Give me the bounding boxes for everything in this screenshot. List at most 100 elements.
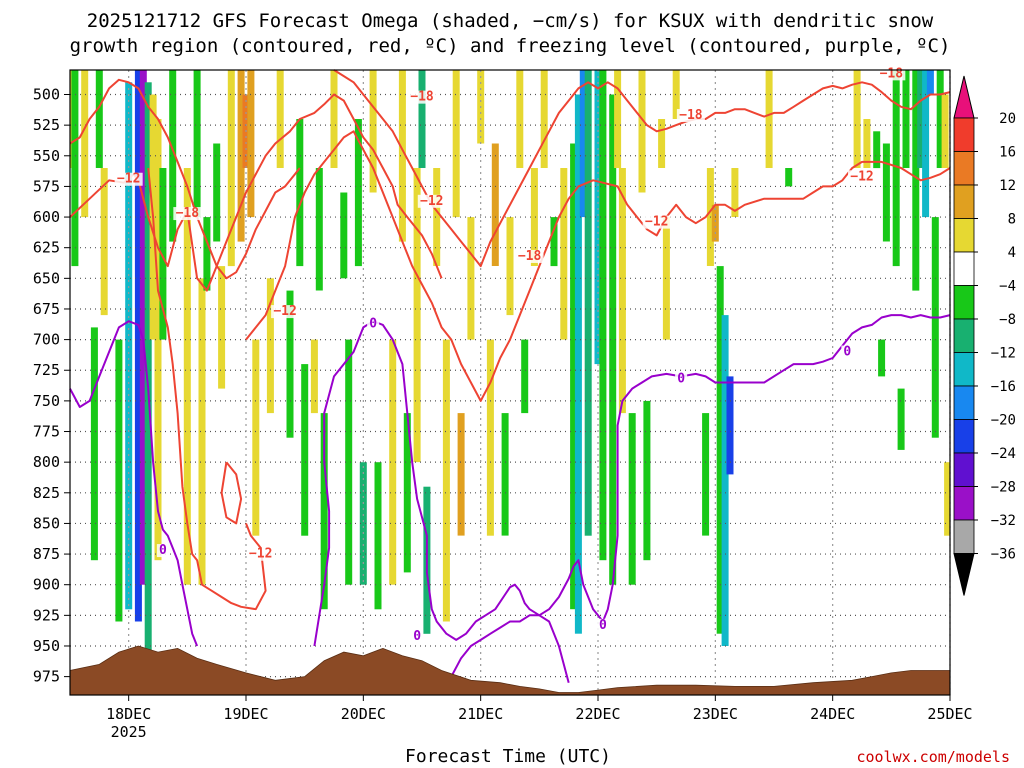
omega-cell — [213, 143, 221, 242]
contour-label-bg — [417, 194, 446, 208]
omega-cell — [731, 168, 739, 217]
contour-label-bg — [246, 547, 275, 561]
omega-cell — [247, 70, 255, 218]
omega-cell — [926, 70, 934, 95]
omega-cell — [442, 339, 450, 622]
dgz-contour — [333, 69, 951, 268]
omega-cell — [286, 290, 294, 438]
omega-cell — [169, 70, 177, 242]
freezing-level-contour — [69, 320, 199, 647]
omega-cell — [628, 413, 636, 585]
omega-cell — [584, 70, 592, 536]
colorbar-bin — [953, 452, 975, 487]
omega-cell — [330, 70, 338, 168]
colorbar-label: 12 — [999, 178, 1016, 194]
contour-label: −12 — [117, 172, 140, 187]
contour-label-bg — [408, 90, 436, 104]
contour-label: −18 — [410, 90, 434, 105]
colorbar-label: −8 — [999, 312, 1016, 328]
contour-label-bg — [114, 172, 143, 186]
contour-label: −12 — [249, 547, 272, 562]
omega-cell — [266, 278, 274, 414]
colorbar-label: 20 — [999, 111, 1016, 127]
omega-cell — [878, 339, 886, 377]
colorbar-label: −12 — [991, 346, 1016, 362]
omega-cell — [193, 70, 201, 218]
omega-cell — [658, 119, 666, 168]
omega-cell — [902, 70, 910, 168]
x-tick-label: 19DEC — [223, 705, 268, 723]
y-tick-label: 575 — [33, 177, 60, 195]
omega-cell — [516, 70, 524, 168]
colorbar-label: −32 — [991, 513, 1016, 529]
omega-cell — [90, 327, 98, 561]
omega-cell — [486, 339, 494, 536]
omega-cell — [609, 94, 617, 585]
omega-cell — [944, 462, 950, 536]
colorbar-bin — [953, 151, 975, 186]
omega-cell — [296, 119, 304, 267]
colorbar-bin — [953, 184, 975, 219]
omega-cell — [506, 217, 514, 316]
y-tick-label: 725 — [33, 361, 60, 379]
plot-frame — [69, 69, 951, 696]
omega-cell — [418, 70, 426, 168]
contour-label: 0 — [599, 618, 607, 633]
y-tick-label: 850 — [33, 514, 60, 532]
y-tick-label: 925 — [33, 606, 60, 624]
credit-link[interactable]: coolwx.com/models — [856, 748, 1010, 766]
terrain-fill — [69, 645, 951, 696]
y-tick-label: 700 — [33, 331, 60, 349]
colorbar-bin — [953, 218, 975, 253]
omega-cell — [203, 217, 211, 291]
colorbar-bin — [953, 285, 975, 320]
dgz-contour — [147, 167, 267, 611]
contour-label: 0 — [159, 543, 167, 558]
colorbar-top-arrow — [953, 75, 975, 119]
omega-cell — [662, 217, 670, 340]
omega-cell — [873, 131, 881, 169]
omega-shading — [70, 70, 950, 659]
colorbar-bottom-arrow — [953, 553, 975, 596]
omega-cell — [711, 204, 719, 242]
plot-area: −18 −18 −18 −18 −18 −12 −12 −12 −12 −12 −12 0 0 0 0 0 0 — [69, 66, 951, 696]
y-tick-label: 825 — [33, 484, 60, 502]
x-tick-label: 21DEC — [458, 705, 503, 723]
contour-label-bg — [411, 629, 424, 643]
omega-cell — [398, 70, 406, 242]
omega-cell — [144, 82, 152, 659]
omega-cell — [716, 266, 724, 634]
omega-cell — [912, 70, 920, 291]
contour-label-bg — [676, 109, 705, 123]
omega-cell — [721, 315, 729, 646]
y-axis: 500 525 550 575 600 625 650 675 700 725 750 775 800 8… — [33, 86, 70, 686]
colorbar-label: −4 — [999, 279, 1016, 295]
colorbar-label: −24 — [991, 446, 1016, 462]
contour-label-bg — [596, 618, 609, 632]
omega-cell — [897, 388, 905, 450]
omega-cell — [374, 462, 382, 610]
dgz-contour — [245, 130, 951, 402]
omega-cell — [134, 70, 142, 622]
omega-cell — [359, 462, 367, 585]
omega-cell — [594, 70, 602, 365]
dgz-contour — [220, 461, 243, 525]
colorbar-bin — [953, 318, 975, 353]
omega-cell — [115, 339, 123, 622]
contours — [69, 69, 951, 690]
y-tick-label: 900 — [33, 576, 60, 594]
chart-title-line2: growth region (contoured, red, ºC) and f… — [70, 35, 951, 57]
y-tick-label: 875 — [33, 545, 60, 563]
omega-cell — [227, 70, 235, 267]
omega-cell — [917, 70, 925, 168]
omega-cell — [237, 70, 245, 242]
omega-cell — [345, 339, 353, 585]
omega-cell — [491, 143, 499, 266]
colorbar-bin — [953, 519, 975, 554]
contour-label-bg — [515, 249, 544, 263]
omega-cell — [301, 364, 309, 536]
colorbar-bin — [953, 486, 975, 521]
colorbar-label: 8 — [1008, 212, 1016, 228]
omega-cell — [159, 168, 167, 340]
